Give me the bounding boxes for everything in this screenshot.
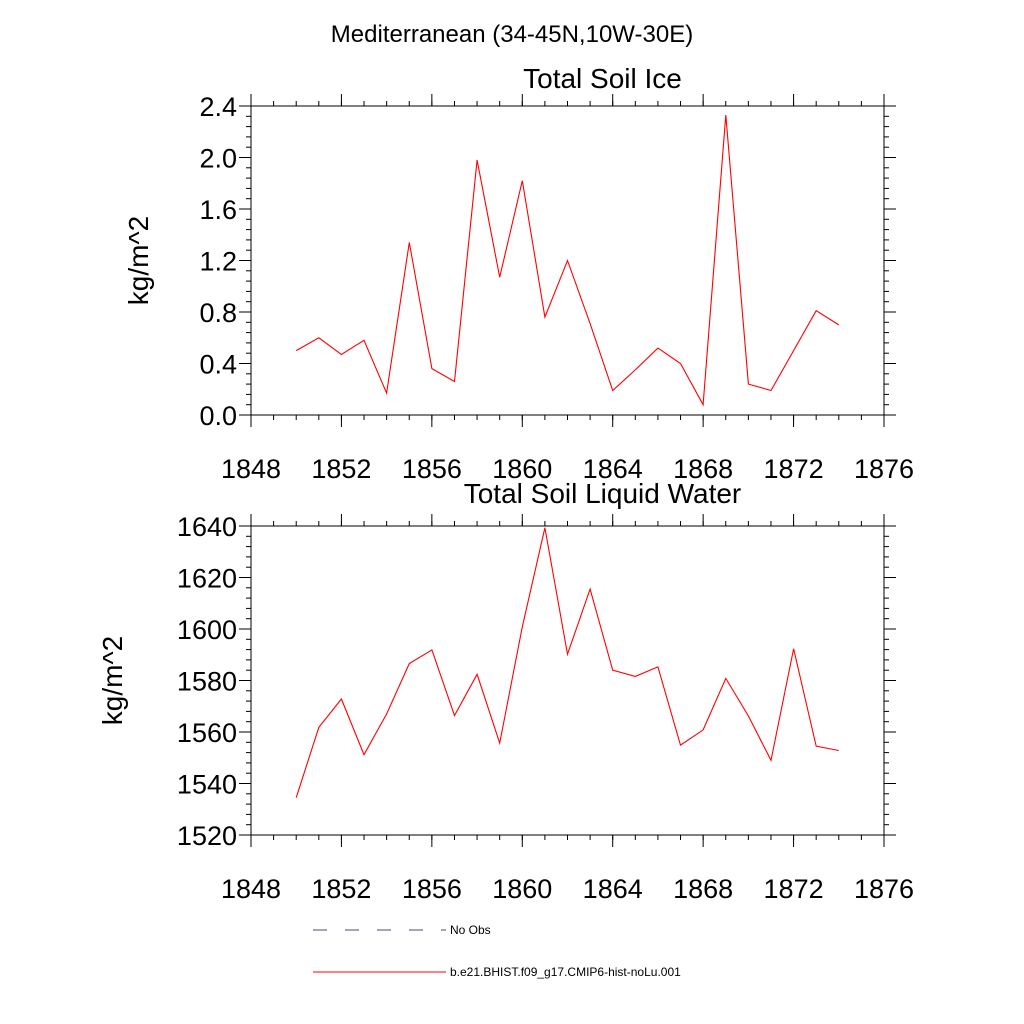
panel-total-soil-ice: Total Soil Ice 0.0 0.4 0.8 1.2 1.6 2.0 2.4 1848 1… [123, 63, 914, 484]
series-line [295, 527, 839, 798]
x-tick-label: 1872 [764, 454, 824, 484]
x-tick-label: 1852 [311, 874, 371, 904]
y-tick-label: 1640 [177, 512, 237, 542]
x-tick-label: 1856 [402, 874, 462, 904]
main-title: Mediterranean (34-45N,10W-30E) [331, 21, 693, 48]
x-tick-label: 1864 [583, 874, 643, 904]
y-tick-label: 1600 [177, 615, 237, 645]
x-tick-label: 1856 [402, 454, 462, 484]
panel-total-soil-liquid-water: Total Soil Liquid Water 1520 1540 1560 1580 1… [97, 478, 914, 904]
chart-title: Total Soil Liquid Water [464, 478, 742, 509]
legend: No Obs b.e21.BHIST.f09_g17.CMIP6-hist-noL… [313, 923, 681, 979]
y-tick-label: 1620 [177, 564, 237, 594]
y-axis-label: kg/m^2 [97, 636, 128, 725]
x-tick-label: 1860 [492, 454, 552, 484]
x-tick-label: 1852 [311, 454, 371, 484]
plot-frame [250, 525, 885, 836]
y-tick-label: 1580 [177, 667, 237, 697]
series-line [295, 114, 840, 407]
x-tick-label: 1848 [221, 454, 281, 484]
x-tick-label: 1864 [583, 454, 643, 484]
y-tick-label: 0.8 [199, 298, 237, 328]
y-tick-label: 0.0 [199, 401, 237, 431]
y-axis-label: kg/m^2 [123, 216, 154, 305]
x-tick-label: 1848 [221, 874, 281, 904]
y-tick-label: 2.4 [199, 92, 237, 122]
legend-label: b.e21.BHIST.f09_g17.CMIP6-hist-noLu.001 [450, 965, 681, 979]
y-tick-label: 1.6 [199, 195, 237, 225]
y-tick-label: 1520 [177, 821, 237, 851]
y-tick-label: 1540 [177, 770, 237, 800]
x-tick-label: 1872 [764, 874, 824, 904]
x-tick-label: 1876 [854, 454, 914, 484]
x-tick-label: 1868 [673, 454, 733, 484]
y-tick-label: 0.4 [199, 350, 237, 380]
x-tick-label: 1868 [673, 874, 733, 904]
x-tick-label: 1860 [492, 874, 552, 904]
y-tick-label: 1.2 [199, 247, 237, 277]
chart-title: Total Soil Ice [523, 63, 682, 94]
y-tick-label: 2.0 [199, 144, 237, 174]
legend-label: No Obs [450, 923, 491, 937]
x-tick-label: 1876 [854, 874, 914, 904]
y-tick-label: 1560 [177, 718, 237, 748]
